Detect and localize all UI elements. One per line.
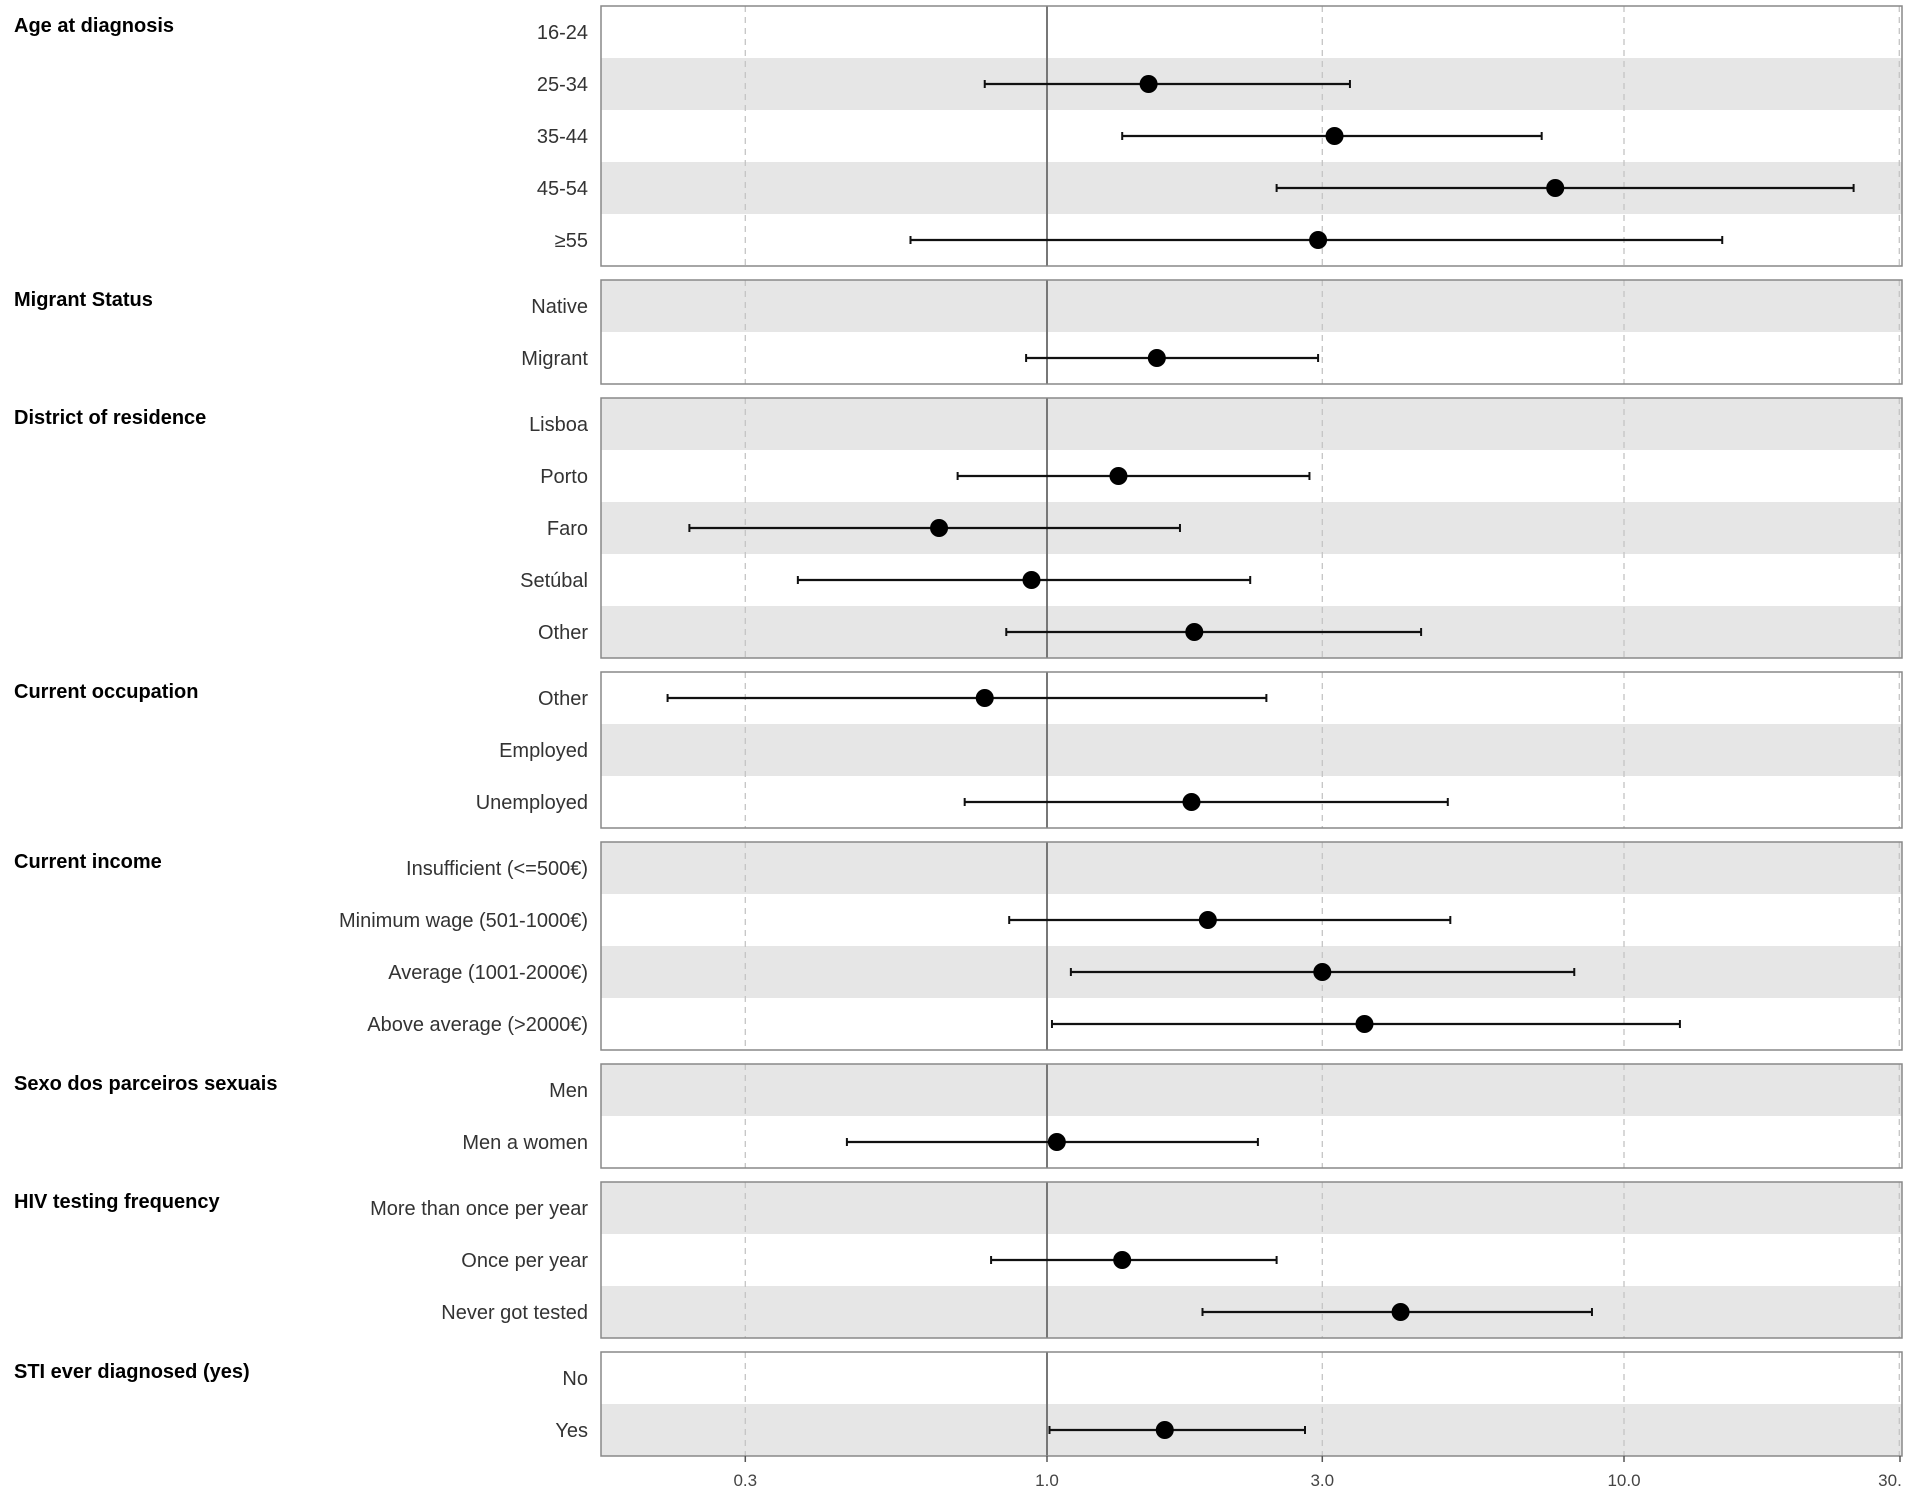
group-label-age-at-diagnosis: Age at diagnosis xyxy=(14,15,174,37)
x-tick-label: 3.0 xyxy=(1310,1471,1334,1490)
panel-border xyxy=(600,5,1903,267)
panel-border xyxy=(600,279,1903,385)
panels xyxy=(601,6,1902,1456)
or-point-hiv-testing-frequency-never-got-tested xyxy=(1391,1303,1410,1321)
row-band xyxy=(601,1352,1902,1404)
row-band xyxy=(601,842,1902,894)
x-axis: 0.31.03.010.030.OR xyxy=(733,1456,1902,1490)
or-point-current-occupation-unemployed xyxy=(1182,793,1201,811)
x-tick-label: 10.0 xyxy=(1607,1471,1640,1490)
or-point-current-income-above-average-2000 xyxy=(1355,1015,1374,1033)
row-label-insufficient-500: Insufficient (<=500€) xyxy=(406,858,588,880)
or-point-age-at-diagnosis-45-54 xyxy=(1546,179,1565,197)
row-label-unemployed: Unemployed xyxy=(476,792,588,814)
row-label-16-24: 16-24 xyxy=(537,22,588,44)
row-label-other: Other xyxy=(538,688,588,710)
or-point-age-at-diagnosis-35-44 xyxy=(1325,127,1344,145)
or-point-sti-ever-diagnosed-yes-yes xyxy=(1155,1421,1174,1439)
row-label-above-average-2000: Above average (>2000€) xyxy=(367,1014,588,1036)
row-label-faro: Faro xyxy=(547,518,588,540)
group-label-sti-ever-diagnosed-yes: STI ever diagnosed (yes) xyxy=(14,1361,250,1383)
row-band xyxy=(601,554,1902,606)
marks xyxy=(600,5,1903,1457)
or-point-sexo-dos-parceiros-sexuais-men-a-women xyxy=(1047,1133,1066,1151)
group-label-current-occupation: Current occupation xyxy=(14,681,198,703)
row-label-25-34: 25-34 xyxy=(537,74,588,96)
x-tick-label: 1.0 xyxy=(1035,1471,1059,1490)
row-band xyxy=(601,1182,1902,1234)
row-label-average-1001-2000: Average (1001-2000€) xyxy=(388,962,588,984)
x-tick-label: 30. xyxy=(1878,1471,1902,1490)
or-point-district-of-residence-porto xyxy=(1109,467,1128,485)
or-point-migrant-status-migrant xyxy=(1147,349,1166,367)
or-point-hiv-testing-frequency-once-per-year xyxy=(1113,1251,1132,1269)
group-label-current-income: Current income xyxy=(14,851,162,873)
panel-border xyxy=(600,397,1903,659)
row-label-minimum-wage-501-1000: Minimum wage (501-1000€) xyxy=(339,910,588,932)
row-label-men: Men xyxy=(549,1080,588,1102)
or-point-age-at-diagnosis-55 xyxy=(1309,231,1328,249)
row-label-more-than-once-per-year: More than once per year xyxy=(370,1198,588,1220)
panel-border xyxy=(600,671,1903,829)
x-tick-label: 0.3 xyxy=(733,1471,757,1490)
panel-border xyxy=(600,1181,1903,1339)
row-label-employed: Employed xyxy=(499,740,588,762)
row-label-never-got-tested: Never got tested xyxy=(441,1302,588,1324)
row-label-other: Other xyxy=(538,622,588,644)
or-point-district-of-residence-faro xyxy=(930,519,949,537)
panel-border xyxy=(600,1063,1903,1169)
row-label-migrant: Migrant xyxy=(521,348,588,370)
or-point-age-at-diagnosis-25-34 xyxy=(1139,75,1158,93)
row-label-35-44: 35-44 xyxy=(537,126,588,148)
row-band xyxy=(601,280,1902,332)
row-label-porto: Porto xyxy=(540,466,588,488)
row-label-lisboa: Lisboa xyxy=(529,414,589,436)
or-point-current-income-average-1001-2000 xyxy=(1313,963,1332,981)
row-label-yes: Yes xyxy=(555,1420,588,1442)
or-point-district-of-residence-set-bal xyxy=(1022,571,1041,589)
labels: Age at diagnosis 16-24 25-34 35-44 45-54 ≥55 M… xyxy=(14,15,589,1442)
row-label-men-a-women: Men a women xyxy=(462,1132,588,1154)
row-band xyxy=(601,724,1902,776)
group-label-migrant-status: Migrant Status xyxy=(14,289,153,311)
row-label-native: Native xyxy=(531,296,588,318)
or-point-current-occupation-other xyxy=(975,689,994,707)
panel-border xyxy=(600,841,1903,1051)
row-label-once-per-year: Once per year xyxy=(461,1250,588,1272)
panel-border xyxy=(600,1351,1903,1457)
group-label-district-of-residence: District of residence xyxy=(14,407,206,429)
row-label-set-bal: Setúbal xyxy=(520,570,588,592)
row-label-55: ≥55 xyxy=(555,230,588,252)
row-band xyxy=(601,398,1902,450)
row-band xyxy=(601,1064,1902,1116)
row-label-no: No xyxy=(562,1368,588,1390)
row-band xyxy=(601,6,1902,58)
row-label-45-54: 45-54 xyxy=(537,178,588,200)
gridlines xyxy=(744,6,1900,1456)
or-point-district-of-residence-other xyxy=(1185,623,1204,641)
group-label-hiv-testing-frequency: HIV testing frequency xyxy=(14,1191,220,1213)
group-label-sexo-dos-parceiros-sexuais: Sexo dos parceiros sexuais xyxy=(14,1073,277,1095)
or-point-current-income-minimum-wage-501-1000 xyxy=(1198,911,1217,929)
